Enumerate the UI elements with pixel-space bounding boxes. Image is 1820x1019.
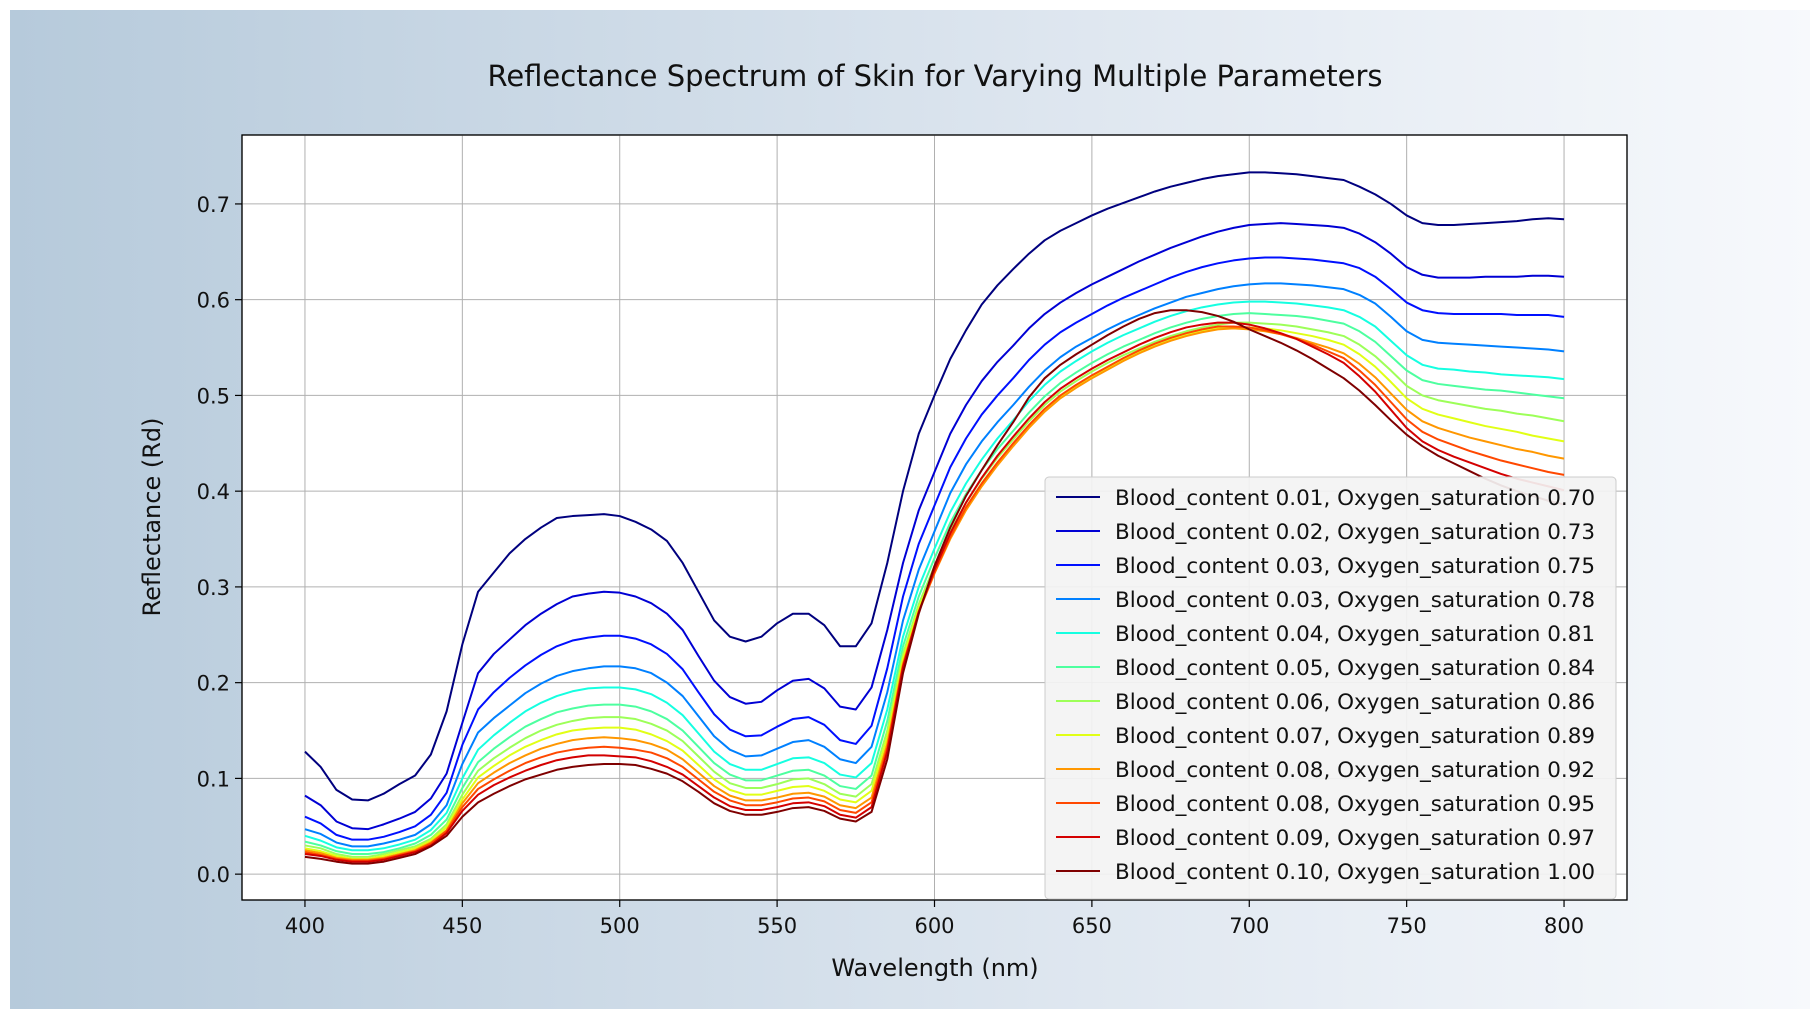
- series-line-10: [304, 325, 1565, 862]
- legend-entry: Blood_content 0.09, Oxygen_saturation 0.…: [1115, 826, 1595, 851]
- x-tick-label: 700: [1229, 914, 1269, 938]
- legend-entry: Blood_content 0.03, Oxygen_saturation 0.…: [1115, 554, 1595, 579]
- axis-ticks: 400 450 500 550 600 650 700 750 800 0.0 0.1 0.2 0.3 0…: [197, 193, 1584, 938]
- x-tick-label: 650: [1072, 914, 1112, 938]
- legend-entry: Blood_content 0.02, Oxygen_saturation 0.…: [1115, 520, 1595, 545]
- legend-entry: Blood_content 0.10, Oxygen_saturation 1.…: [1115, 860, 1595, 885]
- reflectance-chart: Reflectance Spectrum of Skin for Varying…: [138, 59, 1628, 982]
- series-line-6: [304, 312, 1565, 856]
- y-tick-label: 0.7: [197, 193, 230, 217]
- y-tick-label: 0.4: [197, 480, 230, 504]
- y-tick-label: 0.3: [197, 576, 230, 600]
- figure-background: Reflectance Spectrum of Skin for Varying…: [10, 10, 1810, 1009]
- legend-entry: Blood_content 0.08, Oxygen_saturation 0.…: [1115, 758, 1595, 783]
- x-tick-label: 500: [600, 914, 640, 938]
- y-tick-label: 0.6: [197, 289, 230, 313]
- series-line-11: [304, 321, 1565, 863]
- x-tick-label: 450: [442, 914, 482, 938]
- series-line-2: [304, 222, 1565, 831]
- y-tick-label: 0.2: [197, 672, 230, 696]
- x-tick-label: 400: [285, 914, 325, 938]
- y-tick-label: 0.1: [197, 767, 230, 791]
- series-line-3: [304, 256, 1565, 841]
- series-line-5: [304, 300, 1565, 852]
- legend-entry: Blood_content 0.08, Oxygen_saturation 0.…: [1115, 792, 1595, 817]
- plot-frame: [241, 134, 1628, 901]
- legend-entry: Blood_content 0.01, Oxygen_saturation 0.…: [1115, 486, 1595, 511]
- series-line-12: [304, 309, 1565, 865]
- x-axis-label: Wavelength (nm): [831, 954, 1038, 982]
- series-line-4: [304, 282, 1565, 848]
- legend-entry: Blood_content 0.03, Oxygen_saturation 0.…: [1115, 588, 1595, 613]
- y-tick-label: 0.5: [197, 384, 230, 408]
- x-tick-label: 600: [914, 914, 954, 938]
- legend-entry: Blood_content 0.04, Oxygen_saturation 0.…: [1115, 622, 1595, 647]
- y-tick-label: 0.0: [197, 863, 230, 887]
- legend-box: [1044, 476, 1617, 900]
- legend-entry: Blood_content 0.06, Oxygen_saturation 0.…: [1115, 690, 1595, 715]
- y-axis-label: Reflectance (Rd): [138, 418, 166, 617]
- x-tick-label: 550: [757, 914, 797, 938]
- legend: Blood_content 0.01, Oxygen_saturation 0.…: [1044, 476, 1617, 900]
- legend-entry: Blood_content 0.07, Oxygen_saturation 0.…: [1115, 724, 1595, 749]
- x-tick-label: 800: [1544, 914, 1584, 938]
- chart-title: Reflectance Spectrum of Skin for Varying…: [487, 59, 1382, 93]
- legend-entry: Blood_content 0.05, Oxygen_saturation 0.…: [1115, 656, 1595, 681]
- series-lines: [304, 171, 1565, 865]
- x-tick-label: 750: [1387, 914, 1427, 938]
- series-line-1: [304, 171, 1565, 802]
